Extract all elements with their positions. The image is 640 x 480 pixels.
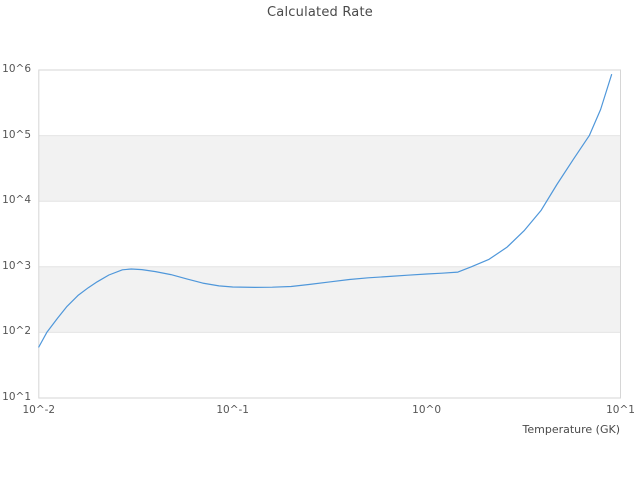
y-tick-label: 10^2 — [2, 325, 31, 338]
x-axis-title: Temperature (GK) — [522, 423, 621, 436]
y-tick-label: 10^3 — [2, 259, 31, 272]
decade-band — [38, 266, 621, 333]
chart-title: Calculated Rate — [267, 5, 373, 20]
y-tick-label: 10^4 — [2, 194, 31, 207]
y-tick-label: 10^6 — [2, 63, 31, 75]
y-tick-label: 10^1 — [2, 391, 31, 403]
x-tick-label: 10^1 — [606, 404, 635, 416]
plot-border — [38, 69, 622, 399]
series-line-calculated-rate — [38, 73, 613, 348]
x-tick-label: 10^0 — [412, 404, 442, 416]
decade-band — [38, 135, 621, 202]
y-tick-label: 10^5 — [2, 128, 31, 141]
x-tick-label: 10^-2 — [22, 404, 56, 416]
x-tick-label: 10^-1 — [216, 404, 249, 416]
